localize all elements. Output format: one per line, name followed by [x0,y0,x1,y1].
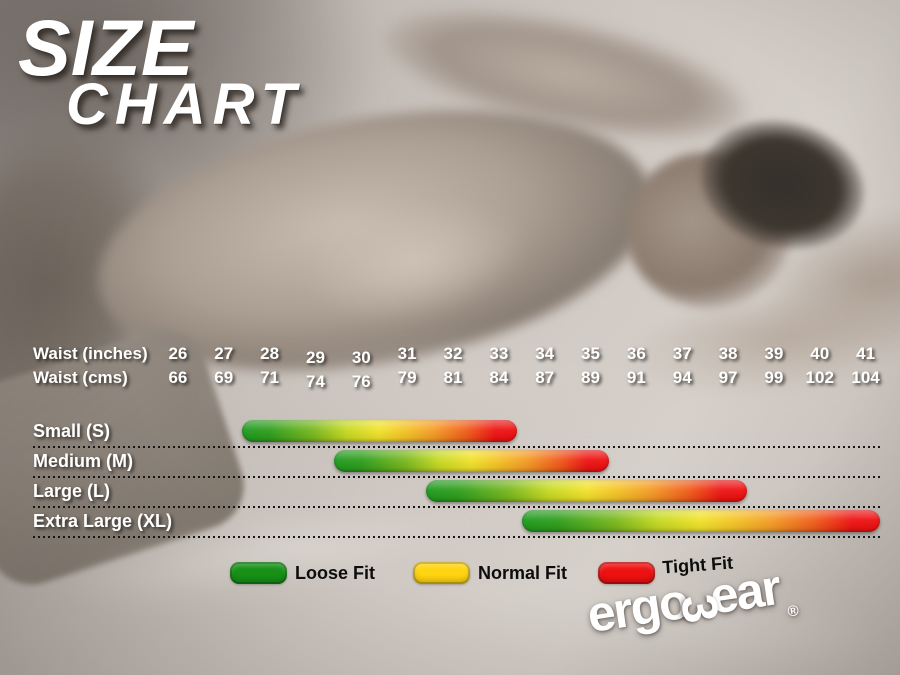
dotted-separator [33,536,881,538]
waist-cms-value: 94 [672,368,692,387]
waist-cms-value: 91 [626,368,646,387]
legend-item-normal: Normal Fit [413,562,567,584]
waist-inches-value: 31 [397,344,417,363]
photo-model-hair [687,103,878,266]
waist-cms-value: 87 [535,368,555,387]
legend-label: Normal Fit [478,562,568,583]
legend-item-tight: Tight Fit [598,552,734,584]
waist-cms-label: Waist (cms) [33,368,128,387]
waist-inches-value: 36 [626,344,646,363]
waist-inches-value: 33 [489,344,509,363]
dotted-separator [33,506,881,508]
waist-inches-value: 41 [856,344,876,363]
size-row: Large (L) [0,480,900,510]
waist-cms-value: 89 [581,368,600,387]
waist-cms-value: 69 [214,368,234,387]
photo-model-raised-arm [373,0,757,165]
fit-bar-large-l [426,480,747,502]
waist-cms-row: 66 69 71 74 76 79 81 84 87 89 91 94 97 99 102 104 [155,367,895,391]
fit-bar-extra-large-xl [522,510,880,532]
size-row: Extra Large (XL) [0,510,900,540]
waist-inches-value: 39 [764,344,784,363]
waist-cms-value: 74 [305,372,325,391]
page-title-size: SIZE [18,3,194,92]
waist-inches-value: 34 [535,344,555,363]
waist-inches-value: 35 [581,344,600,363]
waist-inches-value: 29 [305,348,325,367]
waist-inches-value: 28 [260,344,280,363]
size-label: Large (L) [33,481,111,501]
waist-cms-value: 66 [168,368,188,387]
waist-cms-value: 97 [718,368,738,387]
photo-model-abs-highlight [290,182,540,343]
waist-cms-value: 84 [489,368,509,387]
waist-inches-row: 26 27 28 29 30 31 32 33 34 35 36 37 38 39 40 41 [155,343,895,367]
size-row: Small (S) [0,420,900,450]
waist-cms-value: 99 [764,368,784,387]
legend-swatch-normal [413,562,470,584]
waist-inches-value: 32 [443,344,463,363]
waist-cms-value: 79 [397,368,417,387]
size-row: Medium (M) [0,450,900,480]
waist-cms-value: 104 [851,368,880,387]
registered-trademark-icon: ® [786,602,800,621]
fit-bar-small-s [242,420,517,442]
waist-cms-value: 76 [351,372,371,391]
legend-swatch-loose [230,562,287,584]
dotted-separator [33,446,881,448]
waist-inches-value: 27 [214,344,234,363]
waist-cms-value: 81 [443,368,463,387]
page-title-chart: CHART [66,72,303,137]
photo-model-head [626,152,791,307]
waist-inches-value: 26 [168,344,188,363]
waist-inches-value: 30 [351,348,371,367]
dotted-separator [33,476,881,478]
waist-inches-label: Waist (inches) [33,344,148,363]
waist-inches-value: 38 [718,344,738,363]
waist-cms-value: 102 [805,368,834,387]
size-label: Small (S) [33,421,111,441]
waist-inches-value: 37 [672,344,692,363]
size-label: Extra Large (XL) [33,511,173,531]
fit-bar-medium-m [334,450,609,472]
size-label: Medium (M) [33,451,133,471]
legend-swatch-tight [598,562,655,584]
legend-label: Loose Fit [295,562,375,583]
waist-cms-value: 71 [260,368,280,387]
waist-inches-value: 40 [810,344,830,363]
legend-item-loose: Loose Fit [230,562,375,584]
